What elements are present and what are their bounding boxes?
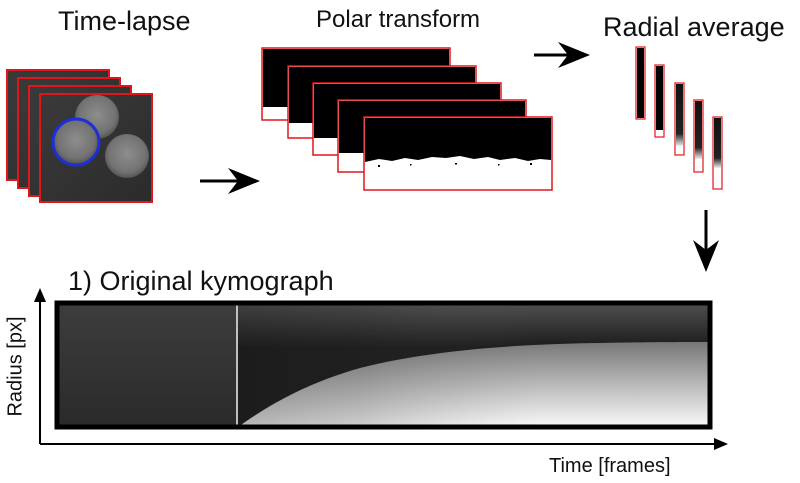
timelapse-label: Time-lapse bbox=[58, 6, 191, 36]
polar-transform-label: Polar transform bbox=[316, 6, 481, 33]
radial-bar bbox=[674, 82, 685, 156]
radial-bar bbox=[654, 64, 665, 138]
radial-bar bbox=[693, 99, 704, 173]
right-arrow-icon bbox=[200, 168, 260, 194]
radial-bar bbox=[712, 116, 723, 190]
down-arrow-icon bbox=[693, 210, 719, 272]
cell-image bbox=[54, 120, 98, 164]
cell-image bbox=[105, 134, 149, 178]
right-arrow-icon bbox=[534, 42, 590, 68]
radial-average-label: Radial average bbox=[603, 12, 785, 42]
radial-bars bbox=[635, 46, 723, 190]
kymograph-image bbox=[54, 300, 713, 430]
radial-bar bbox=[635, 46, 646, 120]
y-axis-label: Radius [px] bbox=[4, 316, 27, 417]
polar-stack bbox=[261, 47, 553, 191]
y-axis bbox=[34, 288, 46, 444]
kymograph-border bbox=[54, 300, 713, 430]
polar-frame-front bbox=[363, 116, 553, 191]
selection-circle bbox=[51, 117, 101, 167]
timelapse-stack bbox=[6, 69, 153, 203]
x-axis bbox=[40, 438, 728, 450]
x-axis-label: Time [frames] bbox=[549, 455, 671, 477]
kymograph-title: 1) Original kymograph bbox=[68, 266, 334, 296]
